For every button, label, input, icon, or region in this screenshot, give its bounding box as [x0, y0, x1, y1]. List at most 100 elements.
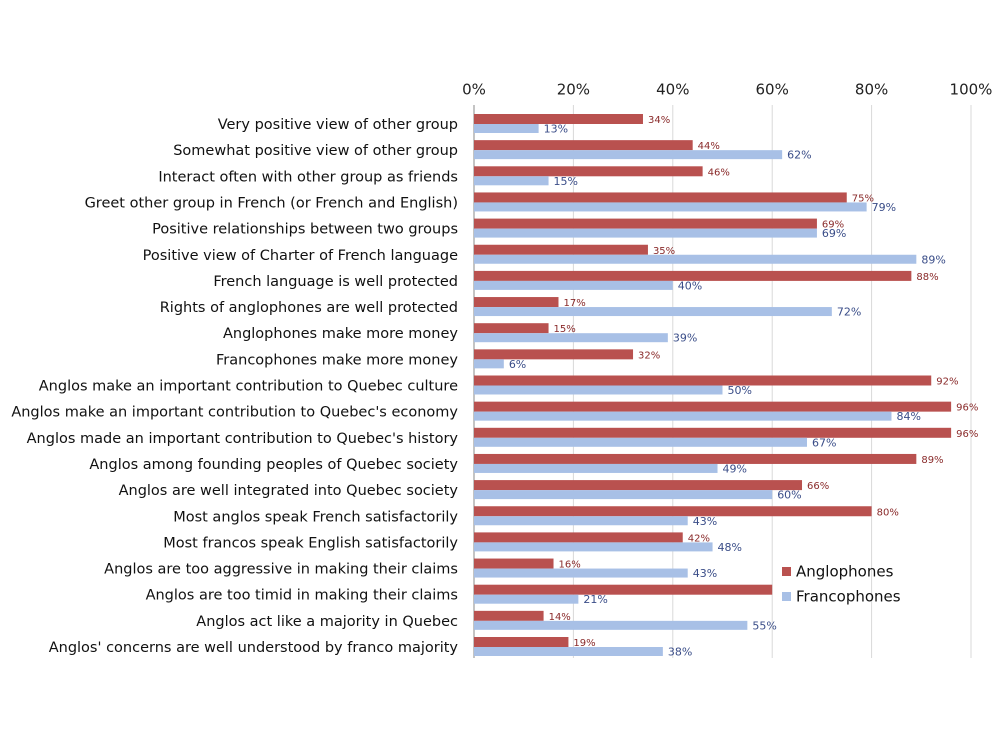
bar — [474, 192, 847, 203]
bar — [474, 202, 867, 212]
x-tick-label: 60% — [756, 81, 789, 99]
value-label: 17% — [563, 298, 585, 309]
bar — [474, 114, 643, 124]
bar — [474, 437, 807, 447]
bar — [474, 297, 559, 308]
value-label: 14% — [549, 612, 571, 623]
x-tick-label: 100% — [950, 81, 993, 99]
legend-swatch — [782, 567, 791, 576]
value-label: 40% — [678, 279, 702, 292]
bar — [474, 568, 688, 578]
bar — [474, 150, 783, 160]
legend-label: Francophones — [796, 588, 901, 606]
bar — [474, 176, 549, 186]
bar — [474, 647, 663, 656]
category-label: Anglos among founding peoples of Quebec … — [89, 457, 458, 473]
value-label: 39% — [673, 332, 697, 345]
bar — [474, 244, 648, 255]
value-label: 84% — [896, 410, 920, 423]
value-label: 92% — [936, 377, 958, 388]
x-tick-label: 0% — [462, 81, 486, 99]
value-label: 72% — [837, 306, 861, 319]
bar — [474, 323, 549, 334]
bar — [474, 516, 688, 526]
value-label: 89% — [921, 455, 943, 466]
category-label: Anglos make an important contribution to… — [11, 405, 458, 421]
category-label: Interact often with other group as frien… — [158, 169, 458, 185]
value-label: 43% — [693, 567, 717, 580]
bar — [474, 401, 952, 412]
category-label: Anglos act like a majority in Quebec — [196, 614, 458, 630]
bar — [474, 490, 773, 500]
bar — [474, 620, 748, 630]
value-label: 96% — [956, 403, 978, 414]
value-label: 43% — [693, 515, 717, 528]
bar — [474, 228, 817, 238]
value-label: 38% — [668, 646, 692, 659]
value-label: 44% — [698, 141, 720, 152]
bar — [474, 480, 803, 491]
value-label: 96% — [956, 429, 978, 440]
category-label: French language is well protected — [213, 274, 458, 290]
value-label: 16% — [559, 560, 581, 571]
category-label: Anglos are well integrated into Quebec s… — [119, 483, 459, 499]
value-label: 34% — [648, 115, 670, 126]
category-label: Rights of anglophones are well protected — [160, 300, 458, 316]
value-label: 55% — [752, 619, 776, 632]
category-label: Anglos are too timid in making their cla… — [146, 588, 458, 604]
bar — [474, 584, 773, 595]
bar — [474, 453, 917, 464]
value-label: 79% — [872, 201, 896, 214]
value-label: 42% — [688, 533, 710, 544]
bar — [474, 463, 718, 473]
category-label: Greet other group in French (or French a… — [85, 195, 458, 211]
value-label: 80% — [877, 507, 899, 518]
bar — [474, 359, 504, 369]
bar — [474, 542, 713, 552]
x-tick-label: 80% — [855, 81, 888, 99]
bar — [474, 254, 917, 264]
bar — [474, 375, 932, 386]
value-label: 69% — [822, 220, 844, 231]
bar — [474, 124, 539, 133]
category-label: Anglos are too aggressive in making thei… — [104, 562, 458, 578]
category-label: Very positive view of other group — [218, 117, 458, 133]
bar — [474, 506, 872, 517]
value-label: 50% — [728, 384, 752, 397]
value-label: 62% — [787, 149, 811, 162]
bar — [474, 532, 683, 543]
bar — [474, 637, 569, 647]
bar — [474, 385, 723, 395]
category-label: Anglos' concerns are well understood by … — [49, 640, 459, 656]
bar — [474, 280, 673, 290]
value-label: 35% — [653, 246, 675, 257]
category-label: Most francos speak English satisfactoril… — [163, 535, 458, 551]
legend-swatch — [782, 592, 791, 601]
legend-label: Anglophones — [796, 563, 894, 581]
bar — [474, 349, 634, 360]
bar — [474, 411, 892, 421]
value-label: 75% — [852, 193, 874, 204]
bar — [474, 270, 912, 281]
value-label: 6% — [509, 358, 526, 371]
bar — [474, 307, 832, 317]
value-label: 48% — [718, 541, 742, 554]
category-label: Francophones make more money — [216, 352, 458, 368]
category-label: Anglos make an important contribution to… — [39, 379, 458, 395]
value-label: 32% — [638, 350, 660, 361]
value-label: 60% — [777, 489, 801, 502]
category-label: Most anglos speak French satisfactorily — [173, 509, 458, 525]
bar — [474, 427, 952, 438]
category-label: Anglos made an important contribution to… — [27, 431, 459, 447]
value-label: 89% — [921, 253, 945, 266]
value-label: 66% — [807, 481, 829, 492]
category-label: Anglophones make more money — [223, 326, 458, 342]
value-label: 88% — [916, 272, 938, 283]
value-label: 46% — [708, 167, 730, 178]
value-label: 49% — [723, 462, 747, 475]
category-label: Positive view of Charter of French langu… — [143, 248, 458, 264]
category-label: Somewhat positive view of other group — [173, 143, 458, 159]
x-tick-label: 40% — [656, 81, 689, 99]
bar — [474, 610, 544, 621]
